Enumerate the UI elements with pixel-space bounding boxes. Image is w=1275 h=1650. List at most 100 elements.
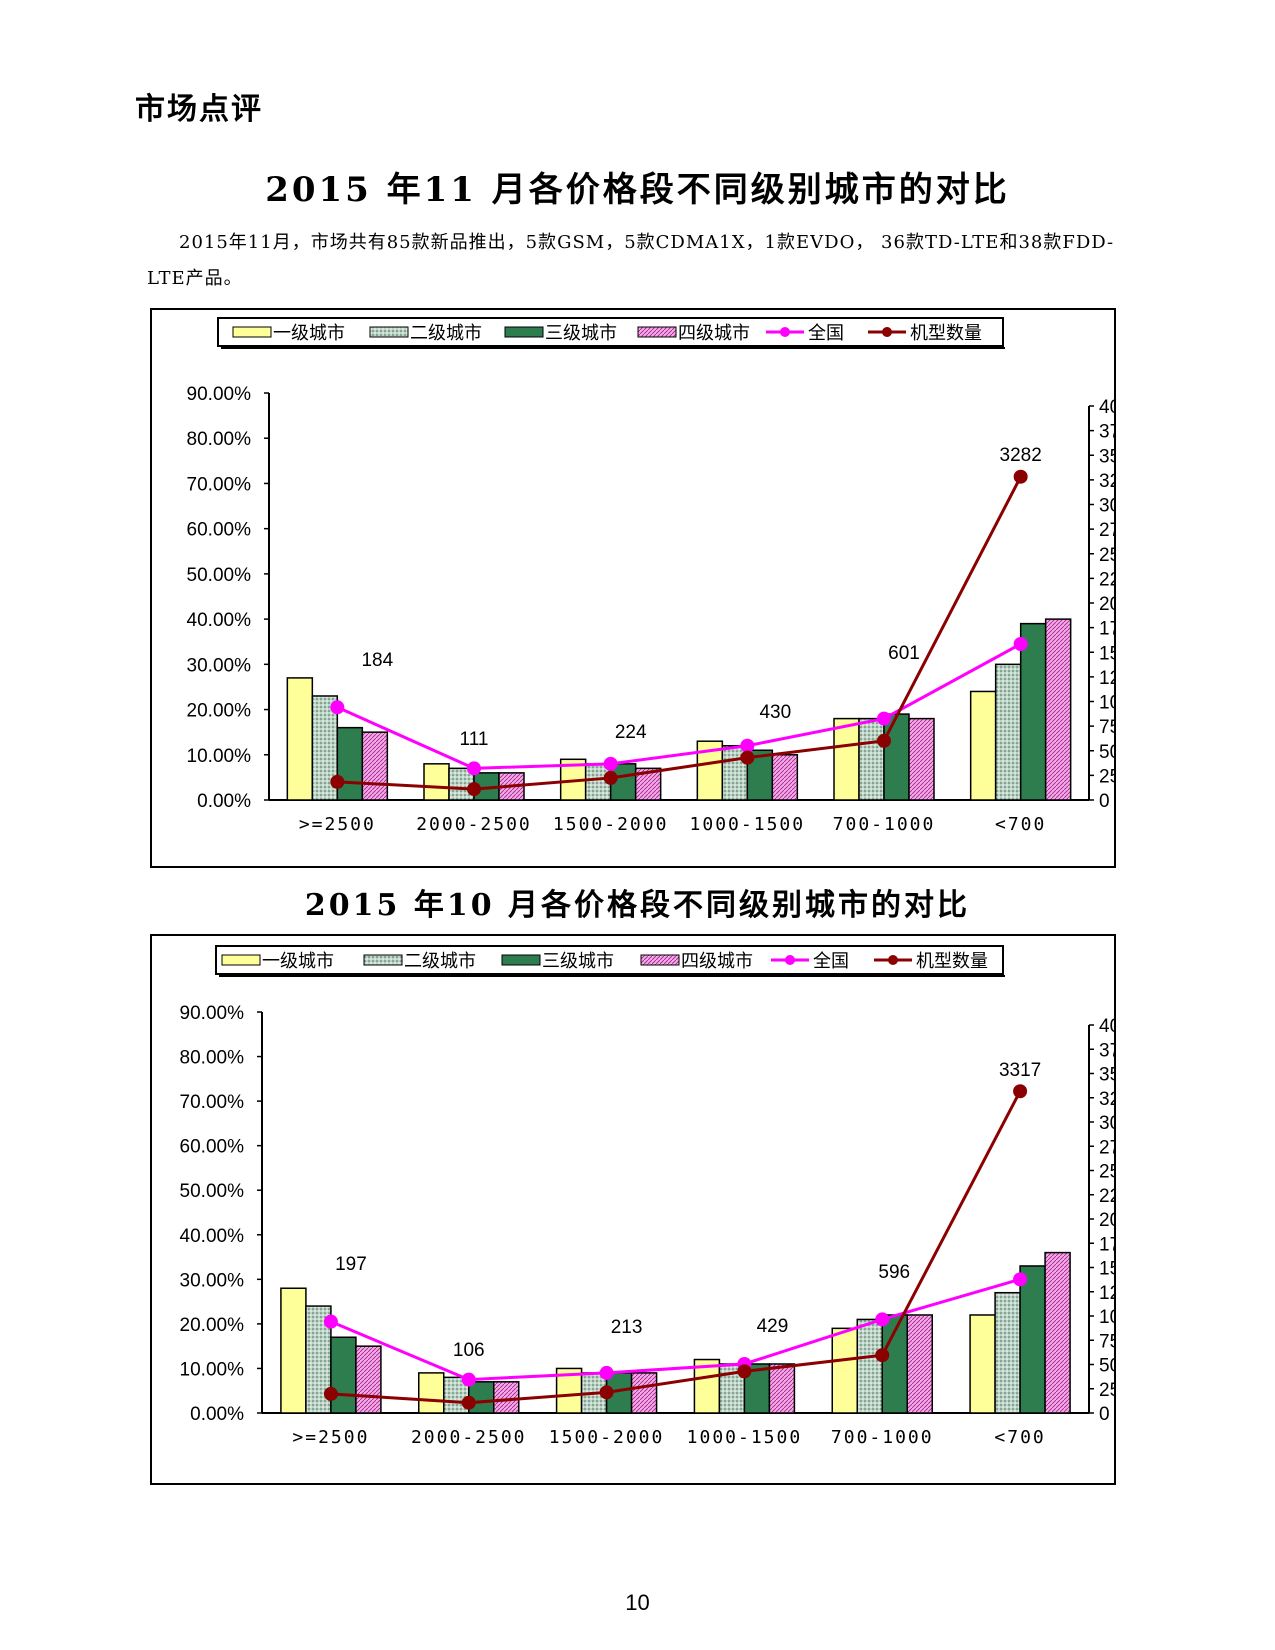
y-right-tick-label: 2000 — [1099, 1210, 1114, 1231]
bar-一级城市->=2500 — [286, 677, 314, 801]
x-tick-label: 1000-1500 — [687, 1427, 803, 1448]
y-right-tick-label: 3250 — [1099, 1089, 1114, 1110]
y-right-tick-label: 1000 — [1099, 1307, 1114, 1328]
y-right-tick-label: 3000 — [1099, 1113, 1114, 1134]
bar-一级城市->=2500 — [280, 1287, 307, 1414]
data-label: 3282 — [1000, 445, 1042, 466]
y-left-tick-label: 10.00% — [187, 746, 252, 767]
y-right-tick-label: 500 — [1099, 742, 1114, 763]
model-count-line — [330, 1090, 1022, 1405]
national-point — [467, 761, 481, 776]
legend-label: 二级城市 — [404, 951, 476, 972]
bar-四级城市->=2500 — [361, 731, 389, 801]
bar-一级城市-700-1000 — [833, 717, 860, 801]
y-left-tick-label: 80.00% — [180, 1048, 245, 1069]
y-left-tick-label: 70.00% — [187, 474, 252, 495]
legend-swatch-4 — [637, 326, 677, 338]
y-left-tick-label: 90.00% — [187, 384, 252, 405]
bar-一级城市-<700 — [969, 1314, 996, 1414]
y-right-tick-label: 4000 — [1099, 1016, 1114, 1037]
national-point — [330, 700, 345, 715]
model-count-point — [877, 733, 891, 748]
x-tick-label: 700-1000 — [833, 814, 936, 835]
model-count-point — [737, 1364, 752, 1379]
model-count-point — [1013, 469, 1028, 484]
y-left-tick-label: 20.00% — [187, 701, 252, 722]
legend-marker-6 — [882, 327, 892, 337]
data-label: 224 — [615, 722, 647, 743]
y-right-tick-label: 250 — [1099, 766, 1114, 787]
legend-label: 四级城市 — [678, 323, 750, 344]
x-tick-label: 1500-2000 — [553, 814, 669, 835]
legend-label: 机型数量 — [910, 323, 982, 344]
y-left-tick-label: 40.00% — [187, 610, 252, 631]
y-right-tick-label: 1250 — [1099, 1283, 1114, 1304]
y-right-tick-label: 2250 — [1099, 1186, 1114, 1207]
x-tick-label: 1500-2000 — [549, 1427, 665, 1448]
y-right-tick-label: 0 — [1099, 1404, 1110, 1425]
national-point — [877, 711, 891, 726]
bar-四级城市-1000-1500 — [771, 754, 799, 801]
legend-label: 三级城市 — [545, 323, 617, 344]
model-count-point — [323, 1386, 338, 1401]
x-tick-label: <700 — [994, 1427, 1045, 1448]
y-right-tick-label: 2500 — [1099, 545, 1114, 566]
legend-box — [215, 945, 1004, 975]
chart-2: 一级城市 二级城市 三级城市 四级城市 全国 机型数量 0.00% 10.00% 20.00% 3… — [150, 934, 1116, 1485]
intro-paragraph: 2015年11月，市场共有85款新品推出，5款GSM，5款CDMA1X，1款EV… — [147, 232, 1115, 289]
national-point — [1013, 1272, 1028, 1287]
model-count-point — [467, 782, 481, 797]
y-right-tick-label: 2500 — [1099, 1162, 1114, 1183]
model-count-line — [337, 476, 1022, 791]
y-right-tick-label: 3500 — [1099, 446, 1114, 467]
bar-三级城市-700-1000 — [883, 713, 910, 801]
legend-label: 机型数量 — [916, 951, 988, 972]
legend: 一级城市 二级城市 三级城市 四级城市 全国 机型数量 — [215, 945, 1005, 977]
data-label: 3317 — [999, 1060, 1041, 1081]
bar-四级城市-<700 — [1044, 618, 1072, 801]
data-label: 184 — [361, 650, 393, 671]
legend-label: 全国 — [813, 951, 849, 972]
page-number: 10 — [625, 1590, 650, 1615]
legend: 一级城市 二级城市 三级城市 四级城市 全国 机型数量 — [217, 317, 1005, 349]
y-right-tick-label: 4000 — [1099, 397, 1114, 418]
data-label: 596 — [878, 1262, 910, 1283]
y-left-tick-label: 80.00% — [187, 429, 252, 450]
y-left-tick-label: 0.00% — [190, 1404, 244, 1425]
y-right-tick-label: 3000 — [1099, 496, 1114, 517]
x-tick-label: 2000-2500 — [411, 1427, 527, 1448]
legend-label: 二级城市 — [410, 323, 482, 344]
y-left-tick-label: 0.00% — [197, 791, 251, 812]
bar-三级城市->=2500 — [336, 726, 364, 801]
y-right-tick-label: 3750 — [1099, 1040, 1114, 1061]
y-right-tick-label: 2000 — [1099, 594, 1114, 615]
model-count-point — [330, 774, 345, 789]
x-tick-label: 700-1000 — [831, 1427, 934, 1448]
section-heading: 市场点评 — [135, 92, 263, 127]
x-tick-label: 2000-2500 — [416, 814, 532, 835]
y-right-tick-label: 1500 — [1099, 1259, 1114, 1280]
y-left-tick-label: 30.00% — [180, 1270, 245, 1291]
bar-二级城市-<700 — [994, 663, 1022, 801]
data-label: 106 — [453, 1340, 485, 1361]
legend-swatch-2 — [369, 326, 409, 338]
national-point — [603, 756, 618, 771]
y-right-tick-label: 1750 — [1099, 1234, 1114, 1255]
legend-marker-5 — [780, 327, 790, 337]
bar-三级城市-<700 — [1019, 1265, 1046, 1414]
legend-swatch-3 — [501, 954, 541, 966]
national-point — [1013, 636, 1028, 651]
bar-一级城市-1000-1500 — [693, 1358, 721, 1414]
bar-二级城市-700-1000 — [856, 1318, 883, 1414]
bar-一级城市-700-1000 — [831, 1327, 858, 1414]
y-right-tick-label: 2750 — [1099, 1137, 1114, 1158]
y-right-tick-label: 3500 — [1099, 1065, 1114, 1086]
data-label: 601 — [888, 643, 920, 664]
y-right-tick-label: 250 — [1099, 1380, 1114, 1401]
y-right-tick-label: 500 — [1099, 1356, 1114, 1377]
bar-四级城市-700-1000 — [908, 717, 935, 801]
chart-2-title: 2015 年10 月各价格段不同级别城市的对比 — [304, 888, 971, 923]
x-tick-label: >=2500 — [299, 814, 376, 835]
y-left-tick-label: 50.00% — [180, 1181, 245, 1202]
model-count-point — [875, 1348, 890, 1363]
